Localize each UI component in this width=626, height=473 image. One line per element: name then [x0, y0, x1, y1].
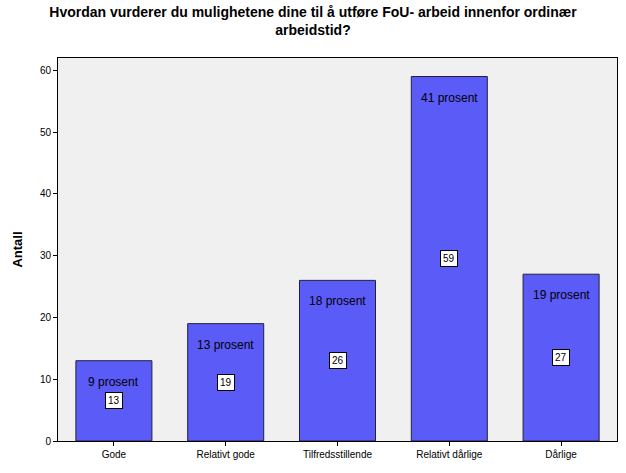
svg-text:Relativt gode: Relativt gode — [197, 449, 256, 460]
svg-text:59: 59 — [443, 253, 455, 264]
svg-text:41 prosent: 41 prosent — [421, 91, 478, 105]
svg-text:Antall: Antall — [10, 231, 25, 267]
svg-text:30: 30 — [40, 250, 52, 261]
svg-text:20: 20 — [40, 312, 52, 323]
svg-text:10: 10 — [40, 374, 52, 385]
svg-text:50: 50 — [40, 127, 52, 138]
svg-text:19 prosent: 19 prosent — [533, 288, 590, 302]
svg-text:9 prosent: 9 prosent — [88, 375, 139, 389]
svg-text:13: 13 — [108, 395, 120, 406]
svg-text:Gode: Gode — [102, 449, 127, 460]
svg-text:40: 40 — [40, 188, 52, 199]
svg-text:27: 27 — [555, 352, 567, 363]
svg-text:0: 0 — [45, 436, 51, 447]
svg-text:60: 60 — [40, 65, 52, 76]
svg-text:18 prosent: 18 prosent — [309, 294, 366, 308]
svg-text:19: 19 — [220, 377, 232, 388]
svg-text:Relativt dårlige: Relativt dårlige — [416, 449, 483, 460]
svg-text:Tilfredsstillende: Tilfredsstillende — [303, 449, 373, 460]
svg-text:Dårlige: Dårlige — [545, 449, 577, 460]
svg-text:13 prosent: 13 prosent — [197, 338, 254, 352]
svg-text:Hvordan vurderer du muligheten: Hvordan vurderer du mulighetene dine til… — [49, 4, 577, 38]
svg-text:26: 26 — [332, 355, 344, 366]
